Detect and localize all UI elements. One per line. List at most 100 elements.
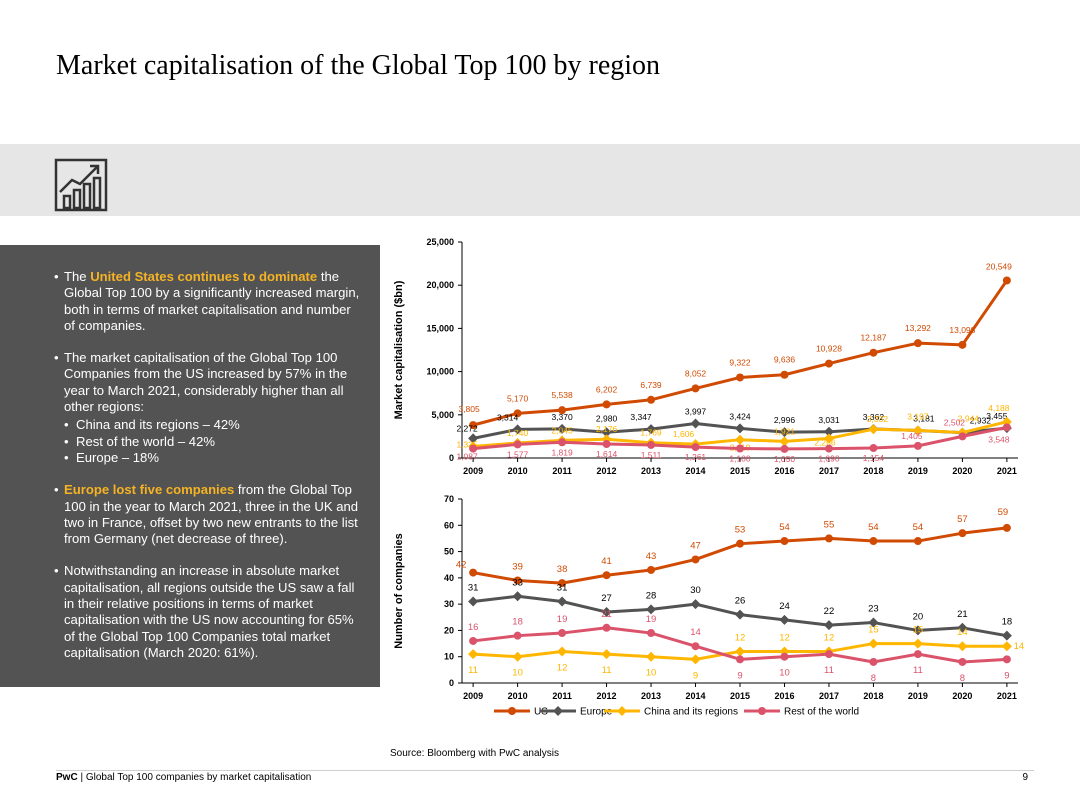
- data-label: 9: [693, 670, 698, 681]
- data-label: 53: [735, 525, 746, 536]
- data-point: [601, 649, 612, 660]
- data-point: [1002, 423, 1011, 432]
- data-label: 9: [737, 670, 742, 681]
- data-point: [646, 651, 657, 662]
- data-point: [779, 436, 790, 447]
- data-point: [912, 625, 923, 636]
- data-label: 3,805: [458, 404, 480, 414]
- data-label: 10: [512, 668, 523, 679]
- data-point: [557, 423, 568, 434]
- legend-marker: [508, 707, 516, 715]
- data-label: 2,944: [958, 414, 980, 424]
- data-label: 3,332: [867, 414, 889, 424]
- data-label: 11: [602, 665, 612, 676]
- data-label: 12,187: [860, 333, 886, 343]
- data-point: [558, 579, 567, 588]
- data-label: 1,050: [774, 454, 796, 464]
- data-label: 3,548: [988, 434, 1010, 444]
- x-tick-label: 2016: [774, 691, 794, 701]
- data-label: 21: [957, 609, 968, 620]
- data-point: [957, 622, 968, 633]
- y-axis-title: Number of companies: [393, 533, 405, 649]
- data-point: [958, 529, 967, 538]
- data-label: 9,636: [774, 355, 796, 365]
- data-point: [868, 638, 879, 649]
- y-tick-label: 60: [444, 520, 454, 530]
- legend-label: China and its regions: [644, 707, 738, 718]
- data-point: [779, 614, 790, 625]
- data-point: [912, 638, 923, 649]
- data-label: 1,577: [507, 449, 529, 459]
- data-label: 26: [735, 596, 746, 607]
- legend-marker: [617, 706, 627, 716]
- data-point: [601, 607, 612, 618]
- data-point: [780, 652, 789, 661]
- data-label: 12: [557, 662, 568, 673]
- footer-brand: PwC: [56, 772, 78, 783]
- data-label: 2,176: [596, 424, 618, 434]
- data-label: 54: [779, 522, 790, 533]
- x-tick-label: 2020: [952, 466, 972, 476]
- data-point: [913, 650, 922, 659]
- x-tick-label: 2011: [552, 691, 572, 701]
- data-label: 42: [456, 560, 467, 571]
- data-point: [558, 406, 567, 415]
- data-point: [469, 636, 478, 645]
- data-label: 15: [868, 625, 879, 636]
- sub-item: Rest of the world – 42%: [64, 434, 360, 451]
- data-point: [602, 440, 611, 449]
- data-point: [512, 424, 523, 435]
- data-point: [1002, 655, 1011, 664]
- data-point: [513, 576, 522, 585]
- data-point: [779, 427, 790, 438]
- series-line-us: [472, 526, 1008, 585]
- data-point: [912, 425, 923, 436]
- footer-divider: [56, 770, 1034, 771]
- data-point: [691, 555, 700, 564]
- data-point: [824, 650, 833, 659]
- data-point: [602, 400, 611, 409]
- data-label: 1,154: [863, 453, 885, 463]
- x-tick-label: 2013: [641, 466, 661, 476]
- x-tick-label: 2012: [597, 691, 617, 701]
- y-tick-label: 25,000: [426, 237, 454, 247]
- data-label: 3,197: [907, 411, 929, 421]
- data-label: 1,511: [641, 450, 662, 460]
- y-axis-title: Market capitalisation ($bn): [393, 280, 405, 419]
- y-tick-label: 50: [444, 547, 454, 557]
- data-point: [913, 339, 922, 348]
- legend-marker: [758, 707, 766, 715]
- x-tick-label: 2018: [863, 691, 883, 701]
- data-label: 3,997: [685, 406, 707, 416]
- bullet-relative-position: Notwithstanding an increase in absolute …: [54, 563, 360, 661]
- page-title: Market capitalisation of the Global Top …: [56, 50, 661, 81]
- y-tick-label: 70: [444, 494, 454, 504]
- y-tick-label: 0: [449, 453, 454, 463]
- data-label: 3,181: [913, 414, 935, 424]
- data-label: 54: [868, 522, 879, 533]
- data-point: [469, 421, 478, 430]
- data-label: 8: [960, 673, 965, 684]
- data-label: 5,170: [507, 393, 529, 403]
- x-tick-label: 2011: [552, 466, 572, 476]
- data-point: [823, 433, 834, 444]
- data-point: [468, 596, 479, 607]
- x-tick-label: 2014: [686, 691, 706, 701]
- data-point: [647, 565, 656, 574]
- data-label: 10,928: [816, 344, 842, 354]
- data-point: [868, 617, 879, 628]
- data-label: 1,261: [685, 452, 707, 462]
- sub-item: Europe – 18%: [64, 450, 360, 467]
- data-point: [469, 568, 478, 577]
- data-label: 1,100: [729, 453, 751, 463]
- data-label: 1,405: [901, 431, 923, 441]
- data-point: [736, 444, 744, 453]
- data-label: 11: [468, 665, 478, 676]
- data-point: [868, 424, 879, 435]
- data-label: 3,362: [863, 412, 885, 422]
- x-tick-label: 2016: [774, 466, 794, 476]
- data-label: 12: [824, 632, 835, 643]
- data-label: 3,424: [729, 411, 751, 421]
- data-label: 2,932: [970, 416, 992, 426]
- footer-text: | Global Top 100 companies by market cap…: [77, 772, 312, 783]
